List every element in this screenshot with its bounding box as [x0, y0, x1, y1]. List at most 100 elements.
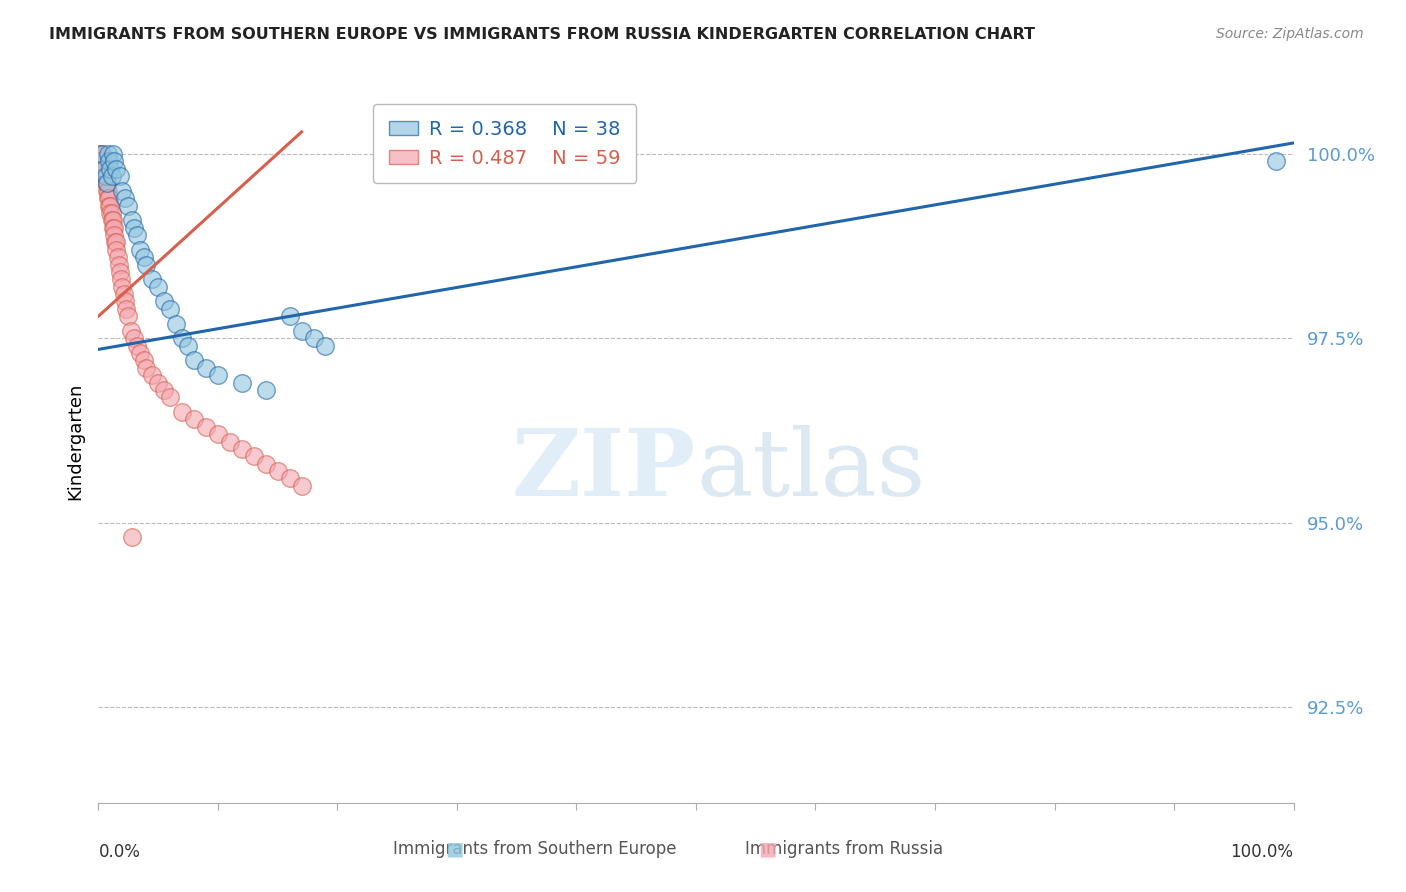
Point: [278, 309, 301, 323]
Point: [153, 383, 176, 397]
Point: [141, 272, 163, 286]
Point: [94, 177, 117, 191]
Point: [103, 154, 125, 169]
Point: [97, 184, 120, 198]
Point: [121, 213, 143, 227]
Point: [98, 206, 122, 220]
Point: [98, 191, 121, 205]
Point: [101, 147, 124, 161]
Point: [107, 250, 129, 264]
Point: [302, 331, 325, 345]
Point: [1264, 154, 1286, 169]
Text: 0.0%: 0.0%: [98, 843, 141, 862]
Point: [111, 184, 134, 198]
Point: [141, 368, 163, 383]
Point: [104, 235, 127, 250]
Point: [108, 265, 131, 279]
Point: [183, 412, 205, 426]
Point: [195, 360, 218, 375]
Point: [117, 309, 139, 323]
Text: ZIP: ZIP: [512, 425, 696, 516]
Point: [165, 317, 187, 331]
Point: [94, 169, 117, 183]
Text: Immigrants from Russia: Immigrants from Russia: [745, 840, 942, 858]
Point: [96, 184, 118, 198]
Point: [125, 339, 148, 353]
Point: [100, 213, 122, 227]
Point: [231, 376, 253, 390]
Point: [105, 235, 128, 250]
Point: [96, 177, 118, 191]
Point: [177, 339, 200, 353]
Point: [120, 324, 142, 338]
Point: [207, 368, 229, 383]
Y-axis label: Kindergarten: Kindergarten: [66, 383, 84, 500]
Point: [97, 147, 120, 161]
Text: 100.0%: 100.0%: [1230, 843, 1294, 862]
Point: [254, 457, 277, 471]
Point: [117, 199, 139, 213]
Point: [291, 479, 314, 493]
Point: [100, 169, 122, 183]
Point: [124, 220, 146, 235]
Point: [159, 301, 181, 316]
Point: [207, 427, 229, 442]
Point: [97, 191, 120, 205]
Point: [132, 250, 155, 264]
Text: IMMIGRANTS FROM SOUTHERN EUROPE VS IMMIGRANTS FROM RUSSIA KINDERGARTEN CORRELATI: IMMIGRANTS FROM SOUTHERN EUROPE VS IMMIG…: [49, 27, 1035, 42]
Text: Source: ZipAtlas.com: Source: ZipAtlas.com: [1216, 27, 1364, 41]
Point: [219, 434, 242, 449]
Point: [101, 213, 124, 227]
Point: [231, 442, 253, 456]
Point: [98, 199, 122, 213]
Point: [96, 177, 118, 191]
Point: [94, 169, 117, 183]
Point: [243, 450, 266, 464]
Point: [98, 161, 122, 176]
Point: [124, 331, 146, 345]
Point: [172, 331, 194, 345]
Point: [90, 147, 112, 161]
Point: [112, 287, 135, 301]
Point: [114, 294, 136, 309]
Point: [105, 243, 128, 257]
Point: [172, 405, 194, 419]
Point: [91, 147, 114, 161]
Point: [93, 169, 115, 183]
Point: [98, 199, 121, 213]
Text: ■: ■: [758, 839, 778, 858]
Point: [148, 279, 170, 293]
Point: [91, 147, 114, 161]
Point: [98, 154, 121, 169]
Point: [101, 220, 124, 235]
Point: [93, 161, 115, 176]
Point: [291, 324, 314, 338]
Point: [153, 294, 176, 309]
Point: [129, 346, 152, 360]
Point: [135, 258, 157, 272]
Point: [89, 154, 111, 169]
Point: [110, 272, 132, 286]
Point: [108, 169, 131, 183]
Point: [100, 206, 122, 220]
Point: [93, 161, 115, 176]
Point: [91, 161, 114, 176]
Point: [159, 390, 181, 404]
Point: [132, 353, 155, 368]
Text: atlas: atlas: [696, 425, 925, 516]
Point: [125, 228, 148, 243]
Point: [121, 530, 143, 544]
Point: [254, 383, 277, 397]
Point: [183, 353, 205, 368]
Point: [91, 154, 114, 169]
Point: [103, 228, 125, 243]
Point: [267, 464, 290, 478]
Point: [148, 376, 170, 390]
Text: Immigrants from Southern Europe: Immigrants from Southern Europe: [392, 840, 676, 858]
Text: ■: ■: [444, 839, 464, 858]
Point: [315, 339, 337, 353]
Point: [107, 258, 129, 272]
Point: [105, 161, 128, 176]
Point: [195, 419, 218, 434]
Point: [103, 220, 125, 235]
